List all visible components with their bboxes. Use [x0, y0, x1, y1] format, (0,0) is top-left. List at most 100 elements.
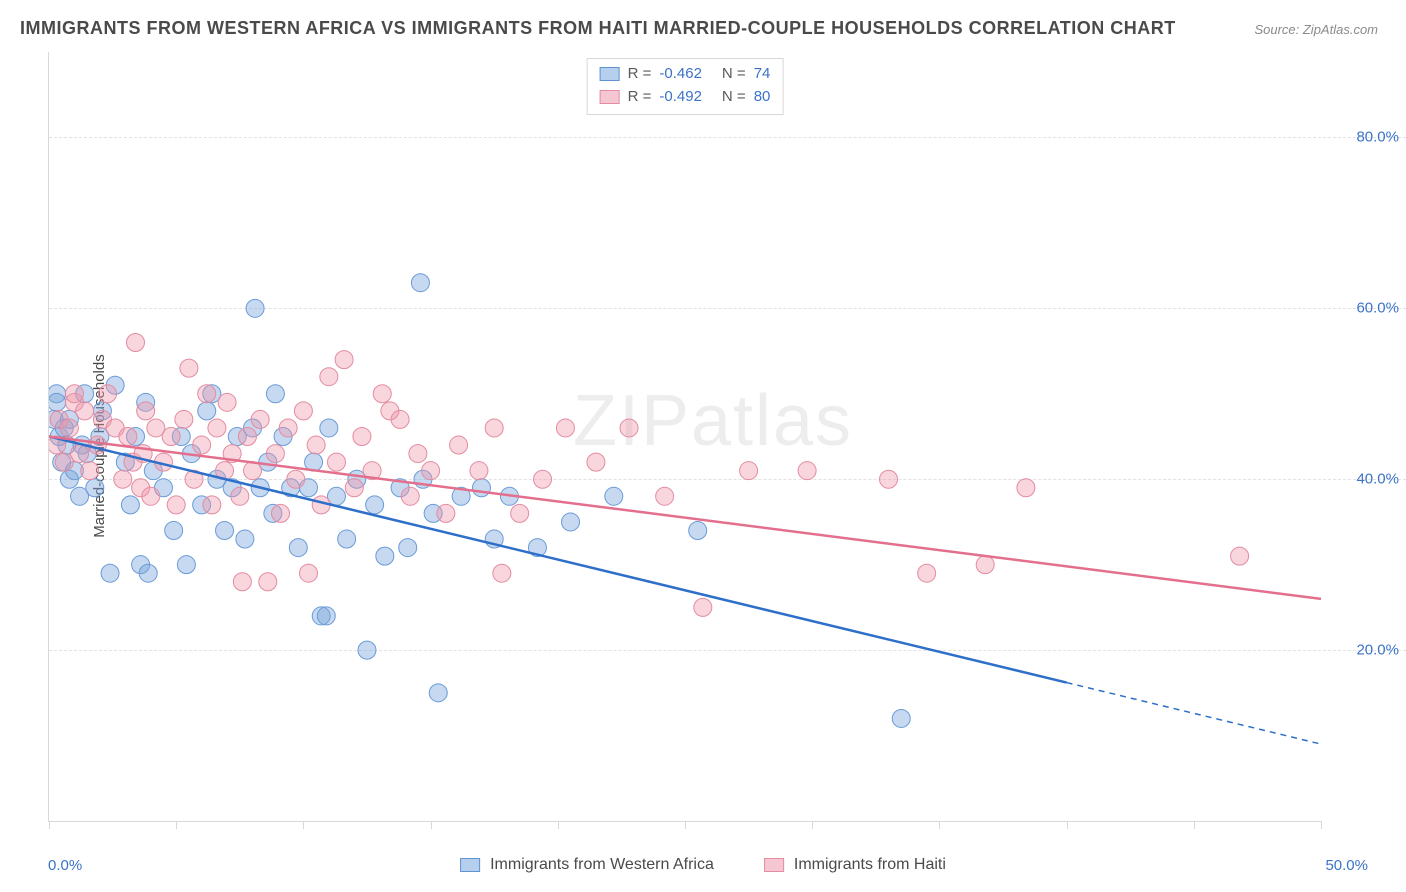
x-tick [812, 821, 813, 829]
data-point [320, 419, 338, 437]
x-tick [49, 821, 50, 829]
data-point [162, 428, 180, 446]
data-point [391, 410, 409, 428]
y-tick-label: 60.0% [1329, 300, 1399, 317]
legend-swatch [764, 858, 784, 872]
data-point [470, 462, 488, 480]
stat-n-value: 74 [754, 63, 771, 86]
data-point [493, 564, 511, 582]
data-point [86, 479, 104, 497]
data-point [175, 410, 193, 428]
data-point [266, 445, 284, 463]
y-tick-label: 80.0% [1329, 129, 1399, 146]
data-point [376, 547, 394, 565]
data-point [694, 598, 712, 616]
data-point [976, 556, 994, 574]
data-point [121, 496, 139, 514]
data-point [399, 539, 417, 557]
correlation-legend: R =-0.462N =74R = -0.492 N = 80 [587, 58, 784, 115]
data-point [587, 453, 605, 471]
data-point [307, 436, 325, 454]
data-point [422, 462, 440, 480]
data-point [259, 573, 277, 591]
x-tick [939, 821, 940, 829]
data-point [81, 462, 99, 480]
data-point [99, 385, 117, 403]
x-tick [431, 821, 432, 829]
legend-swatch [600, 90, 620, 104]
x-tick [176, 821, 177, 829]
stat-r-value: -0.492 [659, 86, 702, 109]
data-point [327, 453, 345, 471]
y-tick-label: 40.0% [1329, 471, 1399, 488]
legend-swatch [600, 67, 620, 81]
data-point [918, 564, 936, 582]
y-tick-label: 20.0% [1329, 642, 1399, 659]
data-point [76, 402, 94, 420]
data-point [119, 428, 137, 446]
data-point [353, 428, 371, 446]
legend-swatch [460, 858, 480, 872]
data-point [472, 479, 490, 497]
data-point [740, 462, 758, 480]
legend-item: Immigrants from Haiti [764, 856, 946, 874]
data-point [218, 393, 236, 411]
legend-label: Immigrants from Western Africa [490, 856, 714, 874]
x-tick [558, 821, 559, 829]
data-point [689, 521, 707, 539]
legend-stat-row: R =-0.462N =74 [600, 63, 771, 86]
data-point [294, 402, 312, 420]
stat-r-value: -0.462 [659, 63, 702, 86]
data-point [167, 496, 185, 514]
x-tick-label: 0.0% [48, 857, 82, 874]
data-point [203, 496, 221, 514]
data-point [101, 564, 119, 582]
data-point [266, 385, 284, 403]
data-point [126, 334, 144, 352]
data-point [373, 385, 391, 403]
regression-line [49, 437, 1067, 683]
data-point [60, 419, 78, 437]
data-point [198, 385, 216, 403]
chart-title: IMMIGRANTS FROM WESTERN AFRICA VS IMMIGR… [20, 18, 1176, 39]
data-point [656, 487, 674, 505]
legend-label: Immigrants from Haiti [794, 856, 946, 874]
data-point [320, 368, 338, 386]
legend-stat-row: R = -0.492 N = 80 [600, 86, 771, 109]
data-point [562, 513, 580, 531]
legend-item: Immigrants from Western Africa [460, 856, 714, 874]
data-point [358, 641, 376, 659]
regression-line-extrapolated [1067, 683, 1321, 745]
data-point [620, 419, 638, 437]
data-point [198, 402, 216, 420]
data-point [534, 470, 552, 488]
data-point [289, 539, 307, 557]
stat-label: N = [722, 86, 746, 109]
data-point [246, 299, 264, 317]
data-point [279, 419, 297, 437]
data-point [137, 402, 155, 420]
data-point [236, 530, 254, 548]
data-point [114, 470, 132, 488]
data-point [165, 521, 183, 539]
data-point [216, 521, 234, 539]
scatter-plot-svg [49, 52, 1321, 821]
data-point [1231, 547, 1249, 565]
data-point [450, 436, 468, 454]
data-point [511, 504, 529, 522]
data-point [798, 462, 816, 480]
data-point [180, 359, 198, 377]
data-point [193, 436, 211, 454]
data-point [437, 504, 455, 522]
data-point [485, 419, 503, 437]
data-point [892, 709, 910, 727]
data-point [299, 564, 317, 582]
stat-label: R = [628, 86, 652, 109]
data-point [429, 684, 447, 702]
data-point [1017, 479, 1035, 497]
x-tick [685, 821, 686, 829]
stat-n-value: 80 [754, 86, 771, 109]
data-point [317, 607, 335, 625]
x-tick [1321, 821, 1322, 829]
data-point [335, 351, 353, 369]
